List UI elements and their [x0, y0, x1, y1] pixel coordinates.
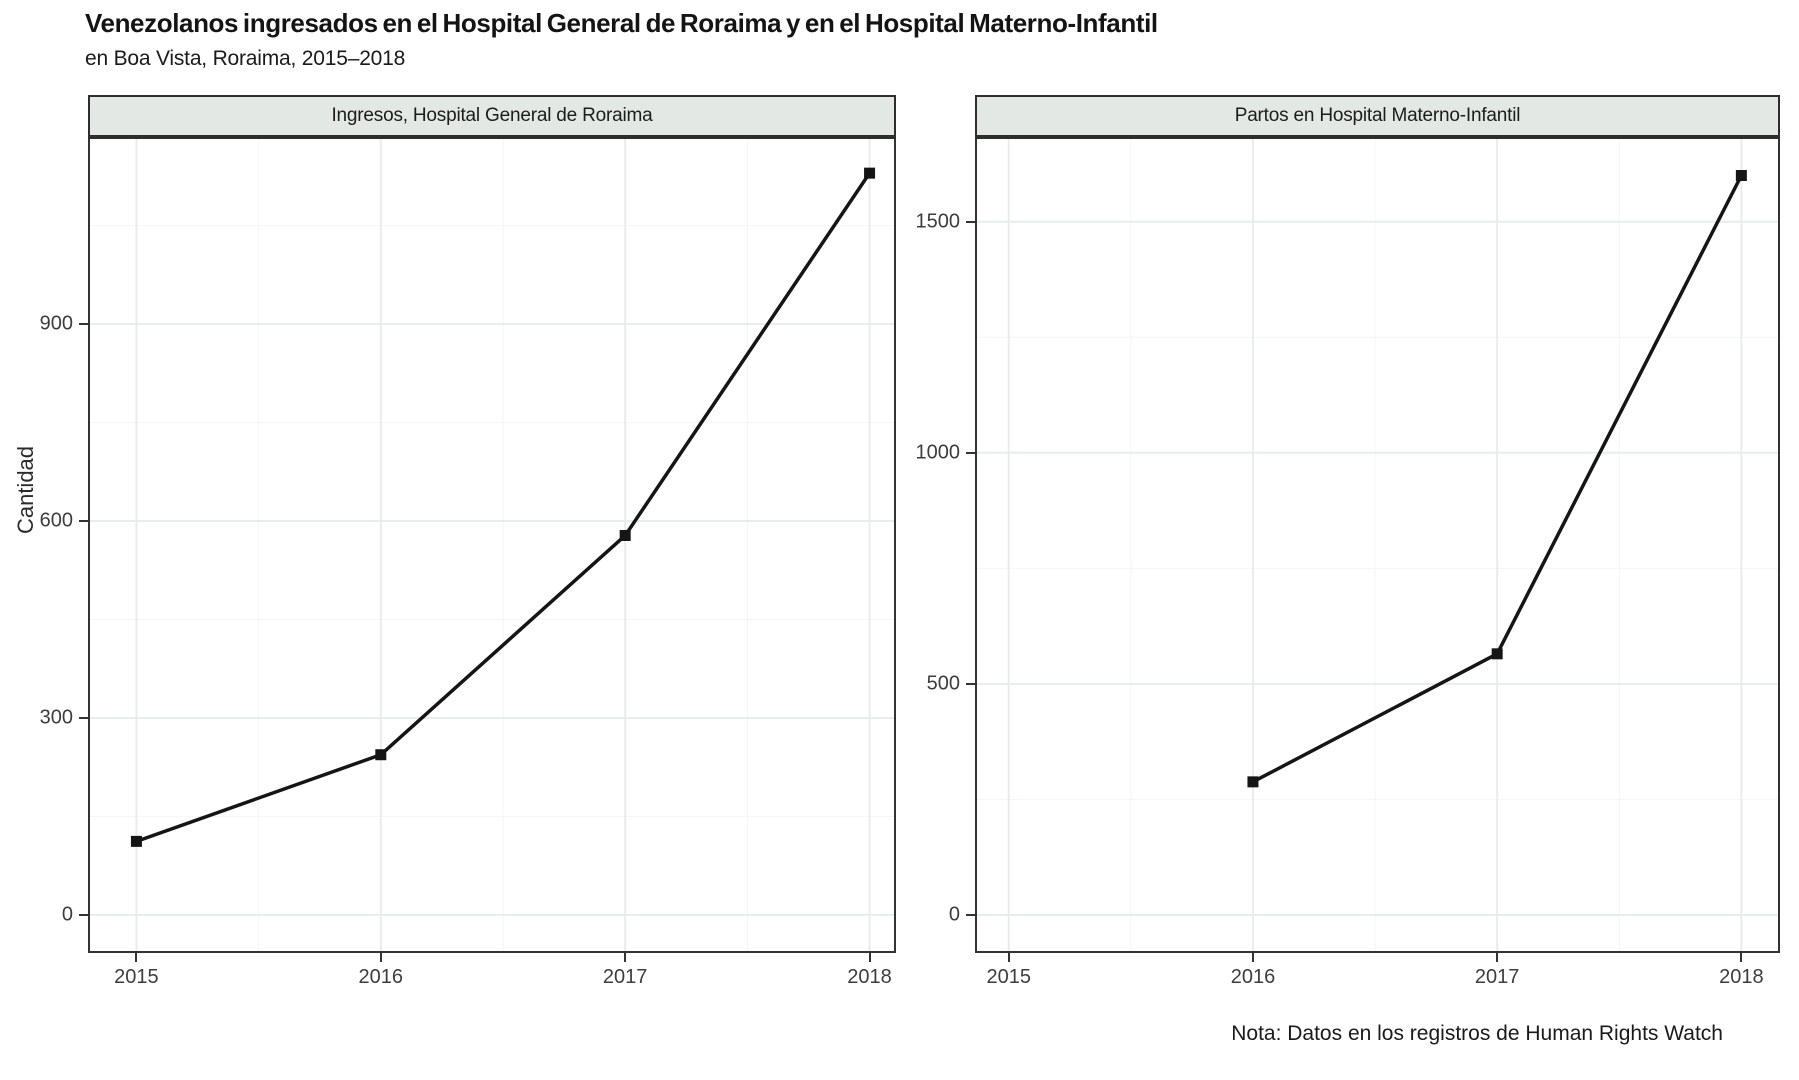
x-axis-tick [135, 953, 138, 962]
y-tick-label: 1000 [915, 441, 961, 464]
plot-area-hospital-general [88, 139, 896, 953]
panel-hospital-general: Ingresos, Hospital General de Roraima 0 3… [40, 95, 896, 988]
data-point [619, 529, 631, 541]
panel-materno-infantil: Partos en Hospital Materno-Infantil 0 500… [916, 95, 1780, 988]
y-tick-label: 500 [926, 672, 960, 695]
x-tick-label: 2017 [1474, 966, 1520, 988]
y-tick-label: 0 [61, 903, 73, 926]
chart-subtitle: en Boa Vista, Roraima, 2015–2018 [85, 47, 406, 70]
data-point [864, 167, 876, 179]
y-axis-tick [966, 451, 975, 454]
y-tick-label: 0 [948, 903, 960, 926]
x-axis-tick [1740, 953, 1743, 962]
panel-header-label: Partos en Hospital Materno-Infantil [1234, 105, 1521, 126]
x-axis-tick [379, 953, 382, 962]
x-tick-label: 2018 [1719, 966, 1764, 988]
y-axis-tick [966, 913, 975, 916]
panel-header-hospital-general: Ingresos, Hospital General de Roraima [88, 95, 896, 139]
chart-title: Venezolanos ingresados en el Hospital Ge… [85, 8, 1158, 38]
x-axis-tick [1251, 953, 1254, 962]
y-tick-label: 1500 [915, 210, 961, 233]
y-axis-tick [79, 716, 88, 719]
x-tick-label: 2016 [1230, 966, 1276, 988]
plot-svg [977, 139, 1778, 951]
x-tick-label: 2015 [114, 966, 159, 988]
y-tick-label: 600 [39, 509, 73, 532]
plot-svg [90, 139, 894, 951]
source-note: Nota: Datos en los registros de Human Ri… [1231, 1022, 1723, 1045]
y-tick-label: 900 [39, 312, 73, 335]
x-axis-tick [1007, 953, 1010, 962]
data-line [135, 172, 872, 844]
y-axis-tick [79, 520, 88, 523]
data-point [375, 749, 387, 761]
y-axis-tick [79, 913, 88, 916]
y-axis-tick [966, 220, 975, 223]
x-tick-label: 2015 [986, 966, 1031, 988]
plot-area-materno-infantil [975, 139, 1780, 953]
x-tick-label: 2016 [358, 966, 404, 988]
data-point [1491, 648, 1503, 660]
data-point [130, 835, 142, 847]
y-axis-title: Cantidad [13, 445, 38, 535]
x-axis-tick [1496, 953, 1499, 962]
panel-header-materno-infantil: Partos en Hospital Materno-Infantil [975, 95, 1780, 139]
x-tick-label: 2017 [602, 966, 648, 988]
y-axis-tick [79, 323, 88, 326]
panel-header-label: Ingresos, Hospital General de Roraima [331, 105, 653, 126]
x-axis-tick [624, 953, 627, 962]
x-axis-tick [868, 953, 871, 962]
data-point [1735, 170, 1747, 182]
y-tick-label: 300 [39, 706, 73, 729]
y-axis-tick [966, 682, 975, 685]
x-tick-label: 2018 [847, 966, 892, 988]
data-point [1247, 776, 1259, 788]
